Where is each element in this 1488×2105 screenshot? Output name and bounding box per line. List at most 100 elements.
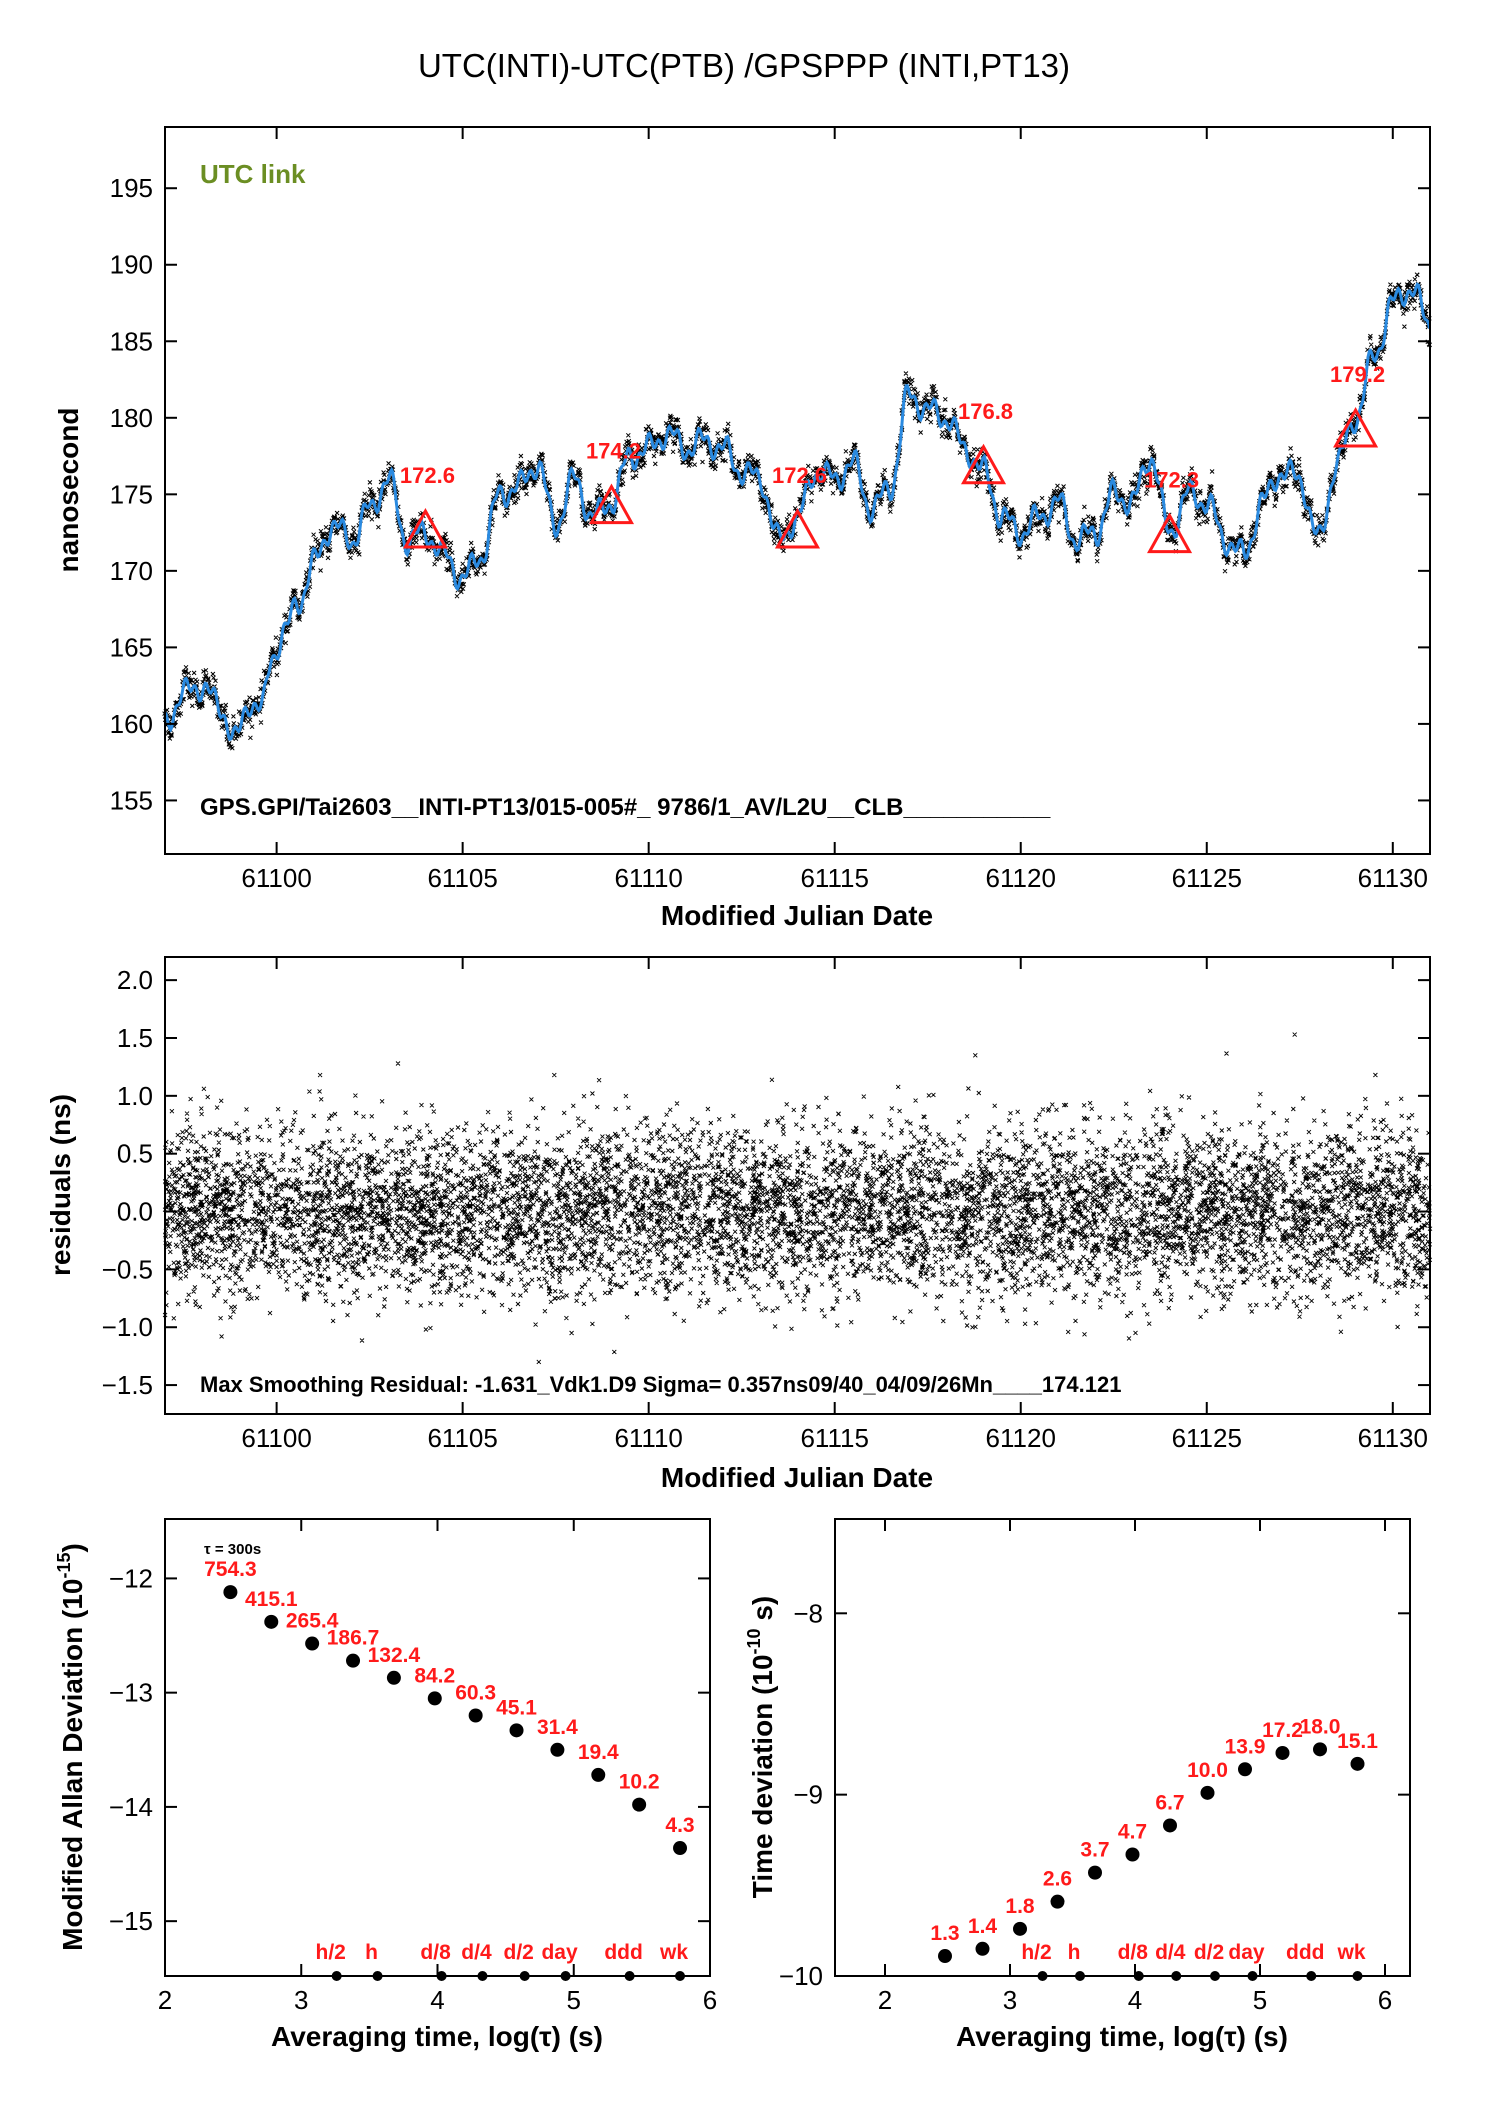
marker-value-label: 172.3 xyxy=(1144,468,1199,493)
x-tick-label: 61120 xyxy=(986,863,1056,893)
interval-marker-label: day xyxy=(1228,1941,1265,1964)
y-tick-label: 170 xyxy=(110,556,153,586)
deviation-value-label: 60.3 xyxy=(455,1682,496,1705)
x-tick-label: 61115 xyxy=(800,1423,868,1453)
deviation-value-label: 1.8 xyxy=(1005,1895,1035,1918)
interval-marker-dot xyxy=(675,1971,686,1981)
y-tick-label: 0.0 xyxy=(117,1197,153,1227)
figure-title: UTC(INTI)-UTC(PTB) /GPSPPP (INTI,PT13) xyxy=(418,47,1070,84)
y-tick-label: −12 xyxy=(109,1563,153,1593)
deviation-point xyxy=(1313,1742,1327,1757)
x-tick-label: 61130 xyxy=(1358,863,1428,893)
interval-marker-dot xyxy=(1210,1971,1220,1981)
x-tick-label: 3 xyxy=(1003,1985,1017,2015)
y-tick-label: 175 xyxy=(110,479,153,509)
interval-marker-label: d/4 xyxy=(1155,1941,1186,1964)
y-tick-label: −1.5 xyxy=(102,1370,153,1400)
y-tick-label: −1.0 xyxy=(102,1312,153,1342)
interval-marker-label: h xyxy=(365,1941,378,1964)
tdev-x-ticks: 2 3 4 5 6 xyxy=(878,1519,1392,2015)
mdev-points: 754.3 415.1265.4186.7132.484.260.345.131.… xyxy=(204,1558,695,1856)
x-tick-label: 2 xyxy=(878,1985,892,2015)
interval-marker-dot xyxy=(1306,1971,1317,1981)
interval-marker-dot xyxy=(1352,1971,1363,1981)
y-tick-label: −0.5 xyxy=(102,1254,153,1284)
timeseries-xlabel: Modified Julian Date xyxy=(661,900,933,931)
deviation-point xyxy=(673,1841,688,1856)
deviation-value-label: 415.1 xyxy=(245,1588,298,1611)
x-tick-label: 61125 xyxy=(1172,863,1242,893)
x-tick-label: 61125 xyxy=(1172,1423,1242,1453)
deviation-point xyxy=(427,1691,442,1706)
deviation-point xyxy=(1088,1865,1102,1880)
marker-triangle xyxy=(1333,406,1379,448)
deviation-value-label: 4.7 xyxy=(1118,1820,1147,1843)
x-tick-label: 61110 xyxy=(614,1423,682,1453)
y-tick-label: 2.0 xyxy=(117,965,153,995)
residuals-frame xyxy=(164,956,1431,1415)
x-tick-label: 61130 xyxy=(1358,1423,1428,1453)
interval-marker-dot xyxy=(624,1971,635,1981)
y-tick-label: 0.5 xyxy=(117,1139,153,1169)
residuals-annotation: Max Smoothing Residual: -1.631_Vdk1.D9 S… xyxy=(200,1372,1121,1397)
x-tick-label: 61100 xyxy=(241,1423,311,1453)
timeseries-ylabel: nanosecond xyxy=(53,408,84,573)
deviation-value-label: 1.4 xyxy=(968,1915,998,1938)
mdev-xlabel: Averaging time, log(τ) (s) xyxy=(271,2021,603,2052)
y-tick-label: −13 xyxy=(109,1678,153,1708)
timeseries-frame xyxy=(164,126,1431,855)
marker-triangle xyxy=(960,443,1007,485)
deviation-value-label: 2.6 xyxy=(1043,1868,1072,1891)
y-tick-label: 165 xyxy=(110,632,153,662)
timeseries-markers: 172.6 174.2 172.6 176.8 172.3 179.2 xyxy=(400,362,1385,554)
deviation-value-label: 4.3 xyxy=(665,1814,694,1837)
x-tick-label: 61115 xyxy=(800,863,868,893)
residual-crosses xyxy=(162,1032,1433,1365)
deviation-value-label: 15.1 xyxy=(1337,1730,1378,1753)
timeseries-y-ticks: 155 160 165 170 175 180 185 190 195 xyxy=(110,173,1430,815)
deviation-point xyxy=(264,1614,279,1629)
deviation-value-label: 13.9 xyxy=(1225,1735,1266,1758)
deviation-value-label: 31.4 xyxy=(537,1716,578,1739)
deviation-point xyxy=(1163,1818,1177,1833)
y-tick-label: 180 xyxy=(110,403,153,433)
deviation-value-label: 6.7 xyxy=(1155,1791,1184,1814)
deviation-value-label: 3.7 xyxy=(1080,1839,1109,1862)
y-tick-label: −14 xyxy=(109,1792,153,1822)
x-tick-label: 5 xyxy=(1253,1985,1267,2015)
interval-marker-label: ddd xyxy=(1286,1941,1324,1964)
interval-marker-dot xyxy=(1247,1971,1258,1981)
interval-marker-dot xyxy=(331,1971,342,1981)
residual-points xyxy=(162,1032,1433,1365)
marker-value-label: 174.2 xyxy=(586,439,641,464)
x-tick-label: 61120 xyxy=(986,1423,1056,1453)
interval-marker-dot xyxy=(519,1971,530,1981)
tdev-xlabel: Averaging time, log(τ) (s) xyxy=(956,2021,1288,2052)
x-tick-label: 4 xyxy=(1128,1985,1142,2015)
y-tick-label: −8 xyxy=(793,1598,823,1628)
x-tick-label: 3 xyxy=(294,1985,308,2015)
deviation-point xyxy=(468,1708,483,1723)
interval-marker-label: day xyxy=(541,1941,578,1964)
y-tick-label: −15 xyxy=(109,1906,153,1936)
deviation-value-label: 132.4 xyxy=(368,1644,421,1667)
x-tick-label: 5 xyxy=(567,1985,581,2015)
marker-triangle xyxy=(402,507,448,549)
residuals-y-ticks: −1.5 −1.0 −0.5 0.0 0.5 1.0 1.5 2.0 xyxy=(102,965,1430,1400)
x-tick-label: 61110 xyxy=(614,863,682,893)
y-tick-label: 1.0 xyxy=(117,1081,153,1111)
deviation-point xyxy=(1013,1921,1027,1936)
deviation-point xyxy=(1050,1894,1065,1909)
marker-triangle xyxy=(774,507,821,549)
mdev-interval-markers: h/2 h d/8 d/4 d/2 day ddd wk xyxy=(316,1941,688,1981)
y-tick-label: 190 xyxy=(110,250,153,280)
y-tick-label: 155 xyxy=(110,785,153,815)
interval-marker-label: ddd xyxy=(604,1941,642,1964)
residuals-xlabel: Modified Julian Date xyxy=(661,1462,933,1493)
deviation-point xyxy=(1238,1762,1252,1777)
deviation-point xyxy=(1200,1785,1215,1800)
y-tick-label: 195 xyxy=(110,173,153,203)
